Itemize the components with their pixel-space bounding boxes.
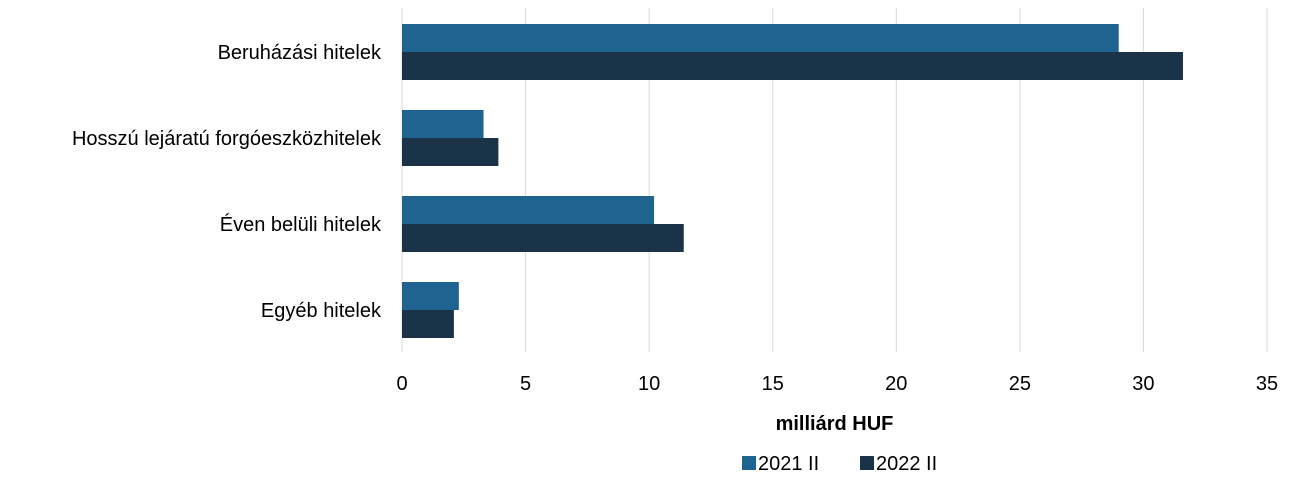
bar-4-series-2 [402, 310, 454, 338]
bar-3-series-1 [402, 196, 655, 224]
category-labels: Beruházási hitelek Hosszú lejáratú forgóe… [72, 42, 382, 322]
x-tick-label-10: 10 [638, 373, 660, 395]
x-tick-label-15: 15 [762, 373, 784, 395]
x-tick-labels: 0 5 10 15 20 25 30 35 [396, 373, 1278, 395]
bar-1-series-1 [402, 24, 1119, 52]
x-tick-label-35: 35 [1256, 373, 1278, 395]
bar-2-series-1 [402, 110, 484, 138]
category-label-3: Éven belüli hitelek [220, 213, 382, 236]
bar-3-series-2 [402, 224, 684, 252]
category-label-4: Egyéb hitelek [261, 300, 382, 322]
legend-swatch-2 [860, 456, 874, 470]
legend: 2021 II 2022 II [742, 453, 937, 475]
legend-swatch-1 [742, 456, 756, 470]
category-label-1: Beruházási hitelek [218, 42, 382, 64]
category-label-2: Hosszú lejáratú forgóeszközhitelek [72, 128, 382, 150]
x-tick-label-0: 0 [396, 373, 407, 395]
legend-label-2: 2022 II [876, 453, 937, 475]
x-tick-label-30: 30 [1132, 373, 1154, 395]
x-axis-title: milliárd HUF [776, 413, 894, 435]
x-tick-label-5: 5 [520, 373, 531, 395]
legend-label-1: 2021 II [758, 453, 819, 475]
bar-2-series-2 [402, 138, 499, 166]
bars [402, 24, 1183, 338]
bar-1-series-2 [402, 52, 1183, 80]
bar-4-series-1 [402, 282, 459, 310]
x-tick-label-25: 25 [1009, 373, 1031, 395]
x-tick-label-20: 20 [885, 373, 907, 395]
